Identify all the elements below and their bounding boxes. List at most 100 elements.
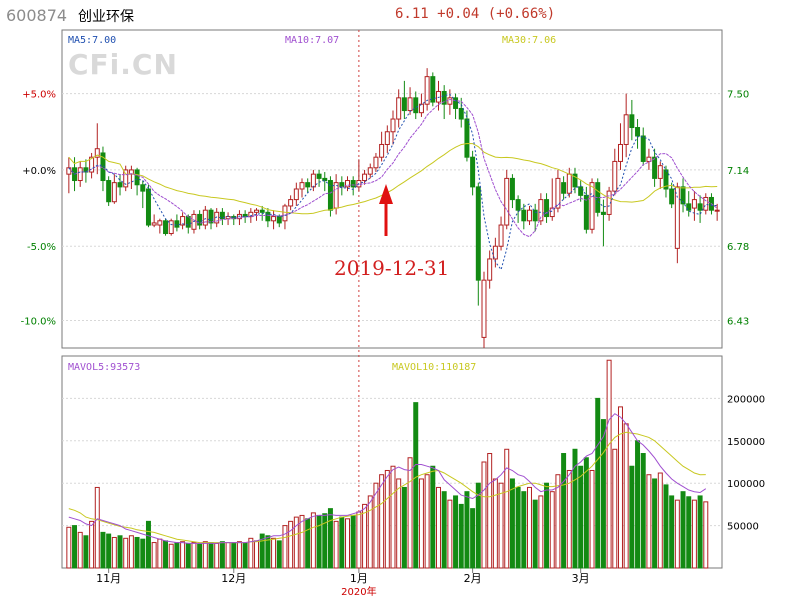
volume-bar [458, 503, 464, 569]
stock-name: 创业环保 [78, 9, 134, 25]
mavol5-line [68, 413, 707, 544]
candle-body [259, 209, 265, 213]
volume-bar [242, 542, 248, 569]
candle-body [339, 182, 345, 188]
volume-tick-label: 50000 [727, 522, 759, 533]
volume-bar [134, 536, 140, 569]
candle-body [265, 211, 271, 222]
ma10-label: MA10:7.07 [285, 35, 340, 46]
candle-body [299, 182, 305, 190]
volume-bar [515, 486, 521, 569]
volume-bar [225, 542, 231, 569]
volume-bar [680, 491, 686, 569]
volume-bar [145, 520, 151, 569]
candle-body [487, 258, 493, 281]
candle-body [367, 167, 373, 175]
annotation-arrow-head [379, 184, 393, 204]
candle-body [470, 156, 476, 188]
year-label: 2020年 [341, 585, 376, 598]
volume-bar [128, 535, 134, 569]
volume-bar [106, 533, 112, 569]
volume-bar [686, 496, 692, 569]
candle-body [384, 131, 390, 145]
volume-bar [356, 511, 362, 569]
candle-body [686, 203, 692, 211]
candle-body [288, 199, 294, 207]
volume-bar [100, 531, 106, 569]
watermark-logo: CFi.CN [68, 48, 178, 81]
candle-body [254, 209, 260, 213]
candle-body [441, 90, 447, 105]
candle-body [219, 211, 225, 220]
volume-bar [265, 535, 271, 569]
candle-body [453, 97, 459, 109]
candle-body [652, 156, 658, 179]
candle-body [515, 199, 521, 211]
candle-body [163, 220, 169, 235]
candle-body [589, 182, 595, 230]
volume-bar [379, 474, 385, 569]
volume-bar [77, 531, 83, 569]
volume-bar [453, 495, 459, 569]
price-tick-label: 7.50 [727, 90, 749, 101]
candle-body [509, 177, 515, 201]
candle-body [436, 90, 441, 103]
volume-bar [532, 499, 538, 569]
candle-body [691, 199, 697, 209]
volume-bar [606, 359, 612, 569]
volume-tick-label: 100000 [727, 479, 765, 490]
candle-body [373, 156, 379, 169]
candle-body [572, 173, 578, 188]
candle-body [475, 186, 481, 281]
x-tick-label: 12月 [221, 572, 246, 585]
candle-body [504, 177, 510, 226]
candle-body [424, 76, 430, 105]
volume-bar [293, 516, 299, 569]
volume-bar [322, 513, 328, 569]
volume-bar [163, 540, 169, 569]
volume-bar [572, 448, 578, 569]
candle-body [549, 207, 555, 218]
volume-bar [589, 469, 595, 569]
candle-body [492, 245, 498, 260]
annotation-date: 2019-12-31 [334, 256, 450, 280]
volume-bar [373, 482, 379, 569]
candle-body [117, 182, 123, 188]
volume-bar [504, 448, 510, 569]
volume-bar [111, 536, 117, 569]
volume-bar [697, 495, 703, 569]
price-tick-label: 6.78 [727, 242, 749, 253]
volume-tick-label: 200000 [727, 394, 765, 405]
volume-bar [447, 499, 453, 569]
candle-body [680, 186, 686, 205]
volume-bar [288, 520, 294, 569]
volume-tick-label: 150000 [727, 437, 765, 448]
volume-bar [629, 465, 635, 569]
candle-body [526, 209, 532, 222]
volume-bar [231, 542, 237, 569]
volume-bar [350, 514, 356, 569]
volume-bar [555, 474, 561, 569]
price-panel-frame [61, 29, 723, 349]
candle-body [538, 199, 544, 222]
percent-tick-label: +5.0% [22, 90, 56, 101]
volume-bar [66, 526, 72, 569]
candle-body [276, 216, 282, 224]
volume-bar [83, 535, 89, 569]
volume-bar [333, 520, 339, 569]
candle-body [600, 211, 606, 215]
volume-bar [526, 486, 532, 569]
volume-bar [94, 486, 100, 569]
volume-bar [282, 525, 288, 569]
candle-body [151, 222, 157, 226]
candle-body [623, 114, 629, 145]
candle-body [271, 216, 277, 222]
volume-bar [595, 397, 601, 569]
volume-bar [600, 419, 606, 569]
volume-bar [117, 535, 123, 569]
candle-body [657, 165, 663, 179]
volume-bar [208, 542, 214, 569]
candle-body [197, 213, 203, 226]
volume-bar [646, 474, 652, 569]
volume-bar [657, 472, 663, 569]
